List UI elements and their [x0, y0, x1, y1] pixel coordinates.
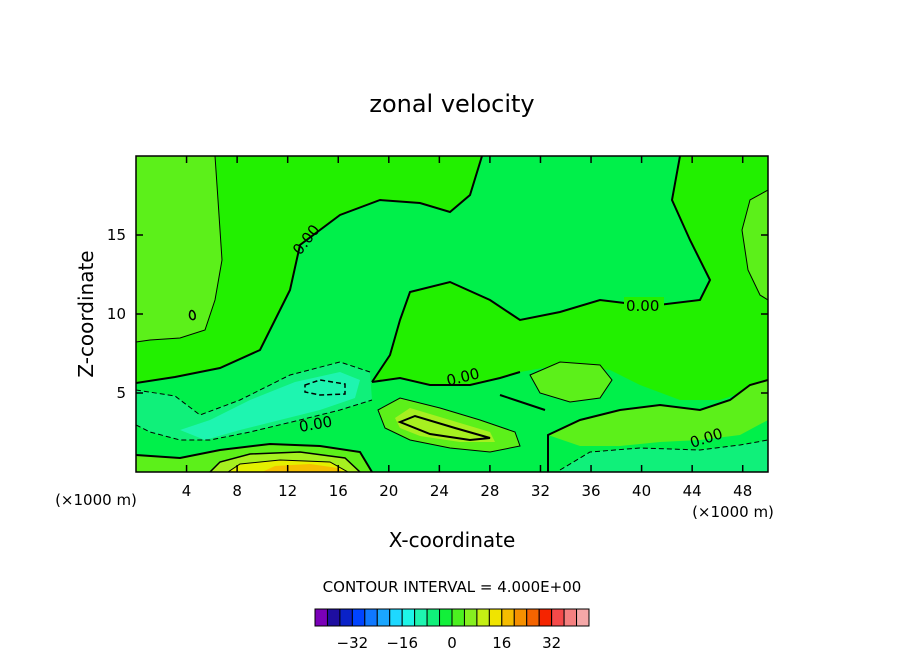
x-unit-note-left: (×1000 m) [55, 491, 137, 509]
colorbar-swatch [401, 608, 416, 627]
positive-contour-mid-right [529, 361, 613, 403]
field-positive-mid-right [530, 362, 612, 402]
colorbar-swatch [439, 608, 453, 627]
zero-contour-right [371, 156, 712, 383]
positive-contour-jet [377, 397, 521, 453]
colorbar-swatch [389, 608, 403, 627]
small-closed-contour [188, 309, 196, 321]
colorbar-swatch [414, 608, 428, 627]
colorbar-swatch [501, 608, 515, 627]
x-unit-note-right: (×1000 m) [692, 503, 774, 521]
x-tick-label: 12 [278, 482, 297, 500]
x-tick-label: 28 [480, 482, 499, 500]
positive-contour-jet-inner [397, 414, 491, 442]
colorbar-tick-label: −32 [337, 634, 369, 652]
x-axis: 4 8 12 16 20 24 28 32 36 40 44 48 [182, 156, 752, 500]
field-strong-negative-lower-left [180, 372, 360, 440]
zero-contour-lower-right [547, 379, 768, 472]
colorbar-swatch [538, 608, 553, 627]
y-tick-label: 15 [107, 226, 126, 244]
zero-contour-upper [136, 156, 483, 384]
field-near-zero-positive-left [136, 156, 482, 383]
positive-contour-bottom-core [227, 459, 349, 472]
contour-lines [136, 156, 768, 472]
contour-label-group: 0.00 0.00 0.00 0.00 0.00 [289, 221, 725, 452]
colorbar-swatch [526, 608, 540, 627]
colorbar-swatch [476, 608, 490, 627]
colorbar-swatch [326, 608, 341, 627]
zero-contour-lower [136, 442, 373, 472]
positive-contour-bottom-inner [209, 451, 361, 472]
colorbar-swatch [551, 608, 565, 627]
positive-contour-right-edge [741, 189, 768, 301]
colorbar-swatch [513, 608, 528, 627]
field-near-zero-positive-right [372, 156, 768, 400]
y-tick-label: 5 [116, 384, 126, 402]
x-tick-label: 8 [232, 482, 242, 500]
negative-contour-strong [304, 379, 346, 396]
colorbar-tick-label: 0 [447, 634, 457, 652]
y-axis: 5 10 15 [107, 226, 768, 402]
x-tick-label: 24 [430, 482, 449, 500]
colorbar-swatch [451, 608, 465, 627]
colorbar-swatch [488, 608, 503, 627]
positive-contour-upper-left [136, 156, 223, 343]
colorbar-swatch [314, 608, 328, 627]
x-tick-label: 44 [683, 482, 702, 500]
negative-contour-lower-left-2 [136, 399, 373, 441]
field-positive-right-edge [742, 190, 768, 300]
colorbar-swatch [563, 608, 578, 627]
colorbar-tick-label: −16 [386, 634, 418, 652]
x-tick-label: 20 [379, 482, 398, 500]
colorbar-tick-label: 16 [492, 634, 511, 652]
colorbar-swatch [364, 608, 378, 627]
field-positive-lower-right [548, 380, 768, 446]
x-axis-title: X-coordinate [389, 528, 516, 552]
zero-contour-mid [371, 371, 546, 411]
contour-plot: 0.00 0.00 0.00 0.00 0.00 [136, 156, 768, 472]
y-tick-label: 10 [107, 305, 126, 323]
colorbar-swatch [463, 608, 478, 627]
negative-contour-lower-right [559, 439, 768, 471]
contour-interval-note: CONTOUR INTERVAL = 4.000E+00 [323, 578, 582, 596]
negative-contour-lower-left [136, 361, 371, 416]
field-peak-positive-bottom [262, 464, 342, 472]
chart-title: zonal velocity [369, 90, 534, 118]
colorbar-swatch [339, 608, 353, 627]
x-tick-label: 16 [329, 482, 348, 500]
colorbar-tick-label: 32 [542, 634, 561, 652]
x-tick-label: 40 [632, 482, 651, 500]
x-tick-label: 36 [581, 482, 600, 500]
colorbar-swatch [576, 608, 590, 627]
x-tick-label: 48 [733, 482, 752, 500]
colorbar-swatch [351, 608, 366, 627]
colorbar-swatch [426, 608, 441, 627]
y-axis-title: Z-coordinate [74, 250, 98, 377]
contour-label: 0.00 [298, 412, 334, 436]
contour-label: 0.00 [626, 297, 659, 315]
x-tick-label: 4 [182, 482, 192, 500]
field-positive-upper-left [136, 156, 222, 342]
colorbar-swatch [376, 608, 391, 627]
colorbar: −32 −16 0 16 32 [314, 608, 590, 652]
x-tick-label: 32 [531, 482, 550, 500]
